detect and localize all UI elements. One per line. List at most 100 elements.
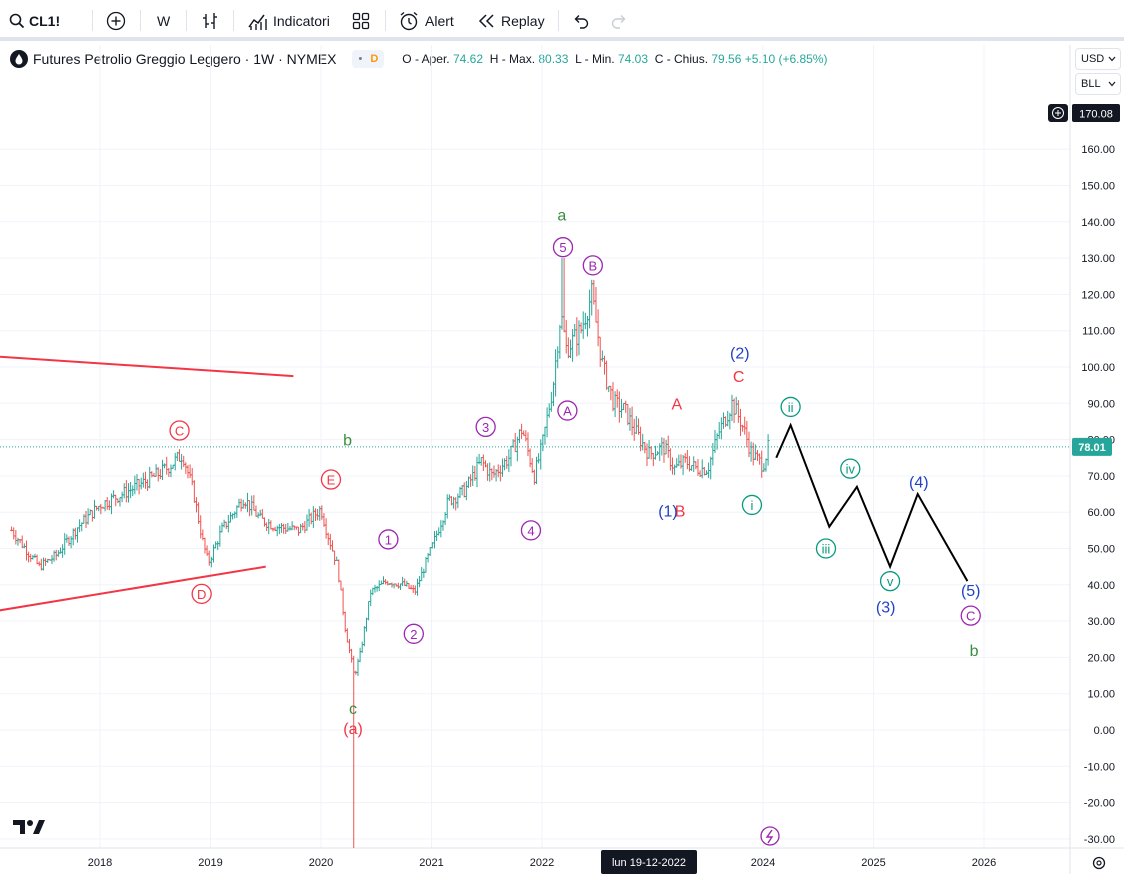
svg-text:c: c: [349, 701, 357, 718]
ohlc-bar: [751, 442, 755, 466]
alert-button[interactable]: Alert: [399, 0, 454, 41]
ohlc-bar: [245, 492, 249, 513]
ohlc-bar: [262, 517, 266, 527]
add-symbol-button[interactable]: [106, 0, 126, 41]
unit-select[interactable]: BLL: [1075, 73, 1121, 95]
wave-label: C: [733, 369, 745, 386]
ohlc-bar: [333, 550, 337, 565]
trendline[interactable]: [0, 355, 294, 378]
wave-label: C: [169, 420, 190, 441]
high-value: 80.33: [538, 52, 569, 66]
ohlc-bar: [641, 433, 645, 451]
ohlc-bar: [585, 315, 589, 337]
svg-text:C: C: [966, 609, 975, 624]
ohlc-bar: [619, 398, 623, 418]
ohlc-bar: [462, 482, 466, 498]
toolbar-divider: [233, 10, 234, 31]
legend-flags[interactable]: • D: [352, 50, 385, 68]
projection-path[interactable]: [775, 422, 969, 582]
ohlc-bar: [632, 418, 636, 441]
ohlc-bar: [732, 398, 736, 424]
ohlc-bar: [190, 468, 194, 486]
redo-icon: [610, 13, 628, 29]
ohlc-bar: [197, 502, 201, 525]
ohlc-bar: [743, 416, 747, 435]
ohlc-bar: [347, 639, 351, 654]
ohlc-bar: [581, 311, 585, 339]
svg-text:3: 3: [482, 420, 489, 435]
ohlc-bar: [456, 493, 460, 509]
ohlc-bar: [271, 527, 275, 532]
ohlc-bar: [122, 483, 126, 499]
ohlc-bar: [12, 527, 16, 540]
svg-text:2: 2: [410, 627, 417, 642]
svg-text:C: C: [733, 369, 745, 386]
ohlc-bar: [486, 463, 490, 481]
ohlc-bar: [218, 525, 222, 547]
ohlc-bar: [254, 505, 258, 517]
ohlc-bar: [758, 453, 762, 465]
open-value: 74.62: [452, 52, 484, 66]
ohlc-bar: [237, 498, 241, 508]
ohlc-bar: [56, 550, 60, 557]
layouts-button[interactable]: [352, 0, 370, 41]
time-axis[interactable]: 2018 2019 2020 2021 2022 2024 2025 2026: [88, 857, 996, 869]
currency-label: USD: [1081, 53, 1105, 65]
lightning-icon[interactable]: [760, 826, 780, 846]
svg-text:B: B: [675, 503, 686, 520]
y-tick-label: 120.00: [1081, 289, 1115, 301]
ohlc-bar: [547, 403, 551, 418]
indicators-button[interactable]: Indicatori: [248, 0, 330, 41]
x-tick-label: 2018: [88, 857, 112, 869]
ohlc-bar: [653, 445, 657, 460]
ohlc-bar: [447, 494, 451, 501]
interval-button[interactable]: W: [157, 0, 170, 41]
plus-price-badge[interactable]: 170.08: [1048, 104, 1120, 122]
wave-label: (1): [658, 503, 678, 520]
ohlc-bar: [92, 499, 96, 519]
price-axis[interactable]: 160.00 150.00 140.00 130.00 120.00 110.00 100.…: [1081, 144, 1115, 846]
ohlc-bar: [252, 495, 256, 511]
tradingview-logo[interactable]: [13, 818, 45, 841]
chevron-down-icon: [1108, 78, 1116, 90]
svg-text:(a): (a): [343, 721, 363, 738]
ohlc-bar: [358, 647, 362, 663]
ohlc-bar: [330, 540, 334, 552]
ohlc-bar: [86, 508, 90, 525]
crosshair-date-text: lun 19-12-2022: [612, 857, 686, 869]
trendline[interactable]: [0, 565, 266, 612]
ohlc-bar: [530, 458, 534, 473]
x-tick-label: 2022: [530, 857, 554, 869]
currency-select[interactable]: USD: [1075, 48, 1121, 70]
wave-label: i: [741, 494, 763, 516]
ohlc-bar: [643, 441, 647, 454]
chart-style-button[interactable]: [201, 0, 219, 41]
wave-label: A: [671, 396, 682, 413]
trendlines[interactable]: [0, 355, 294, 612]
ohlc-bar: [267, 518, 271, 535]
ohlc-bar: [24, 540, 28, 561]
ohlc-bar: [545, 407, 549, 438]
ohlc-bar: [277, 523, 281, 535]
svg-text:iv: iv: [846, 462, 856, 477]
undo-button[interactable]: [572, 0, 590, 41]
y-tick-label: 20.00: [1087, 652, 1115, 664]
ohlc-bar: [673, 464, 677, 476]
gear-icon[interactable]: [1092, 856, 1106, 870]
ohlc-bar: [173, 452, 177, 471]
oil-drop-icon: [10, 50, 28, 68]
ohlc-bar: [282, 523, 286, 534]
wave-label: A: [557, 400, 578, 421]
price-bars: [10, 258, 770, 848]
y-tick-label: 30.00: [1087, 616, 1115, 628]
ohlc-bar: [63, 533, 67, 555]
ohlc-bar: [228, 511, 232, 523]
svg-text:(5): (5): [961, 583, 981, 600]
symbol-search-button[interactable]: CL1!: [9, 0, 60, 41]
redo-button[interactable]: [610, 0, 628, 41]
replay-button[interactable]: Replay: [477, 0, 545, 41]
ohlc-bar: [20, 535, 24, 549]
y-tick-label: 50.00: [1087, 544, 1115, 556]
